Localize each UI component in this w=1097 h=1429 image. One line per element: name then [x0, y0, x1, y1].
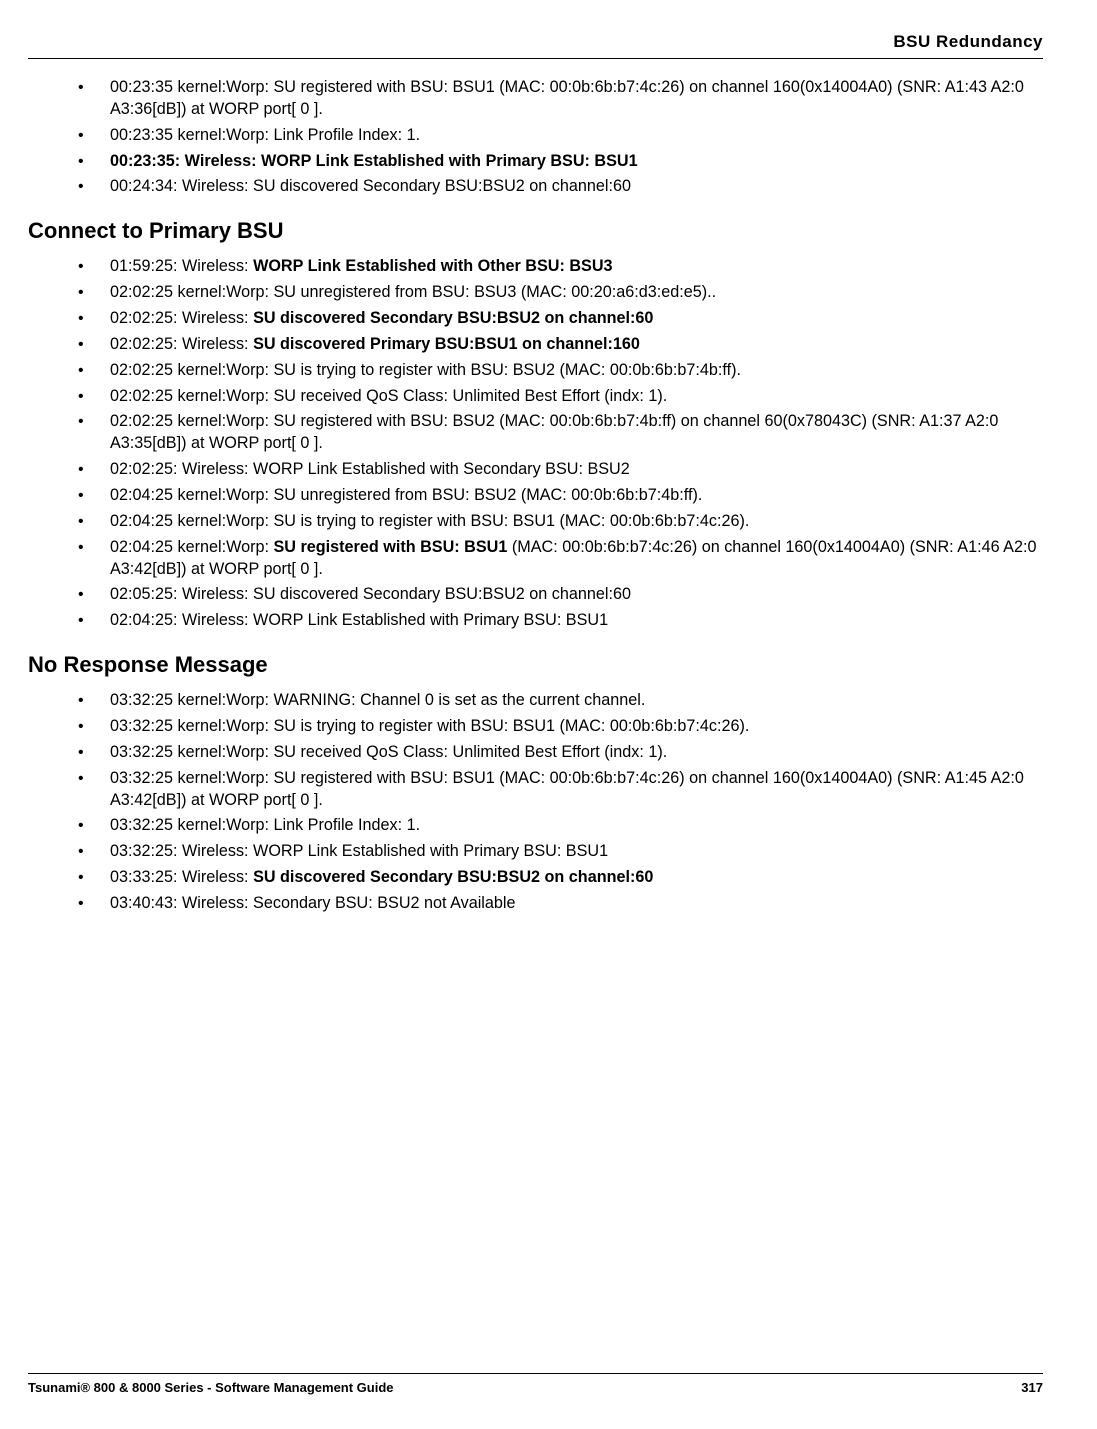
- log-entry: 02:02:25 kernel:Worp: SU received QoS Cl…: [78, 386, 1043, 408]
- log-entry: 02:02:25 kernel:Worp: SU registered with…: [78, 411, 1043, 455]
- page-footer: Tsunami® 800 & 8000 Series - Software Ma…: [28, 1373, 1043, 1395]
- log-entry: 02:05:25: Wireless: SU discovered Second…: [78, 584, 1043, 606]
- log-entry: 00:23:35: Wireless: WORP Link Establishe…: [78, 151, 1043, 173]
- log-entry: 03:32:25 kernel:Worp: Link Profile Index…: [78, 815, 1043, 837]
- log-entry: 03:32:25 kernel:Worp: WARNING: Channel 0…: [78, 690, 1043, 712]
- log-entry: 03:32:25: Wireless: WORP Link Establishe…: [78, 841, 1043, 863]
- log-entry: 02:04:25 kernel:Worp: SU registered with…: [78, 537, 1043, 581]
- log-entry: 03:33:25: Wireless: SU discovered Second…: [78, 867, 1043, 889]
- log-entry: 01:59:25: Wireless: WORP Link Establishe…: [78, 256, 1043, 278]
- log-entry: 03:32:25 kernel:Worp: SU received QoS Cl…: [78, 742, 1043, 764]
- log-entry: 03:40:43: Wireless: Secondary BSU: BSU2 …: [78, 893, 1043, 915]
- log-entry: 00:23:35 kernel:Worp: SU registered with…: [78, 77, 1043, 121]
- log-list-connect: 01:59:25: Wireless: WORP Link Establishe…: [78, 256, 1043, 632]
- log-entry: 00:23:35 kernel:Worp: Link Profile Index…: [78, 125, 1043, 147]
- log-entry: 02:02:25 kernel:Worp: SU unregistered fr…: [78, 282, 1043, 304]
- log-entry: 02:04:25: Wireless: WORP Link Establishe…: [78, 610, 1043, 632]
- section-heading-connect: Connect to Primary BSU: [28, 218, 1043, 244]
- log-entry: 02:04:25 kernel:Worp: SU is trying to re…: [78, 511, 1043, 533]
- log-entry: 03:32:25 kernel:Worp: SU is trying to re…: [78, 716, 1043, 738]
- log-entry: 02:02:25: Wireless: SU discovered Second…: [78, 308, 1043, 330]
- log-entry: 02:02:25 kernel:Worp: SU is trying to re…: [78, 360, 1043, 382]
- log-entry: 02:02:25: Wireless: WORP Link Establishe…: [78, 459, 1043, 481]
- log-entry: 02:04:25 kernel:Worp: SU unregistered fr…: [78, 485, 1043, 507]
- log-entry: 03:32:25 kernel:Worp: SU registered with…: [78, 768, 1043, 812]
- log-list-initial: 00:23:35 kernel:Worp: SU registered with…: [78, 77, 1043, 198]
- footer-left: Tsunami® 800 & 8000 Series - Software Ma…: [28, 1380, 394, 1395]
- log-entry: 02:02:25: Wireless: SU discovered Primar…: [78, 334, 1043, 356]
- log-entry: 00:24:34: Wireless: SU discovered Second…: [78, 176, 1043, 198]
- section-heading-noresponse: No Response Message: [28, 652, 1043, 678]
- log-list-noresponse: 03:32:25 kernel:Worp: WARNING: Channel 0…: [78, 690, 1043, 915]
- page-content: 00:23:35 kernel:Worp: SU registered with…: [28, 59, 1043, 915]
- footer-page-number: 317: [1021, 1380, 1043, 1395]
- page-header-title: BSU Redundancy: [28, 32, 1043, 52]
